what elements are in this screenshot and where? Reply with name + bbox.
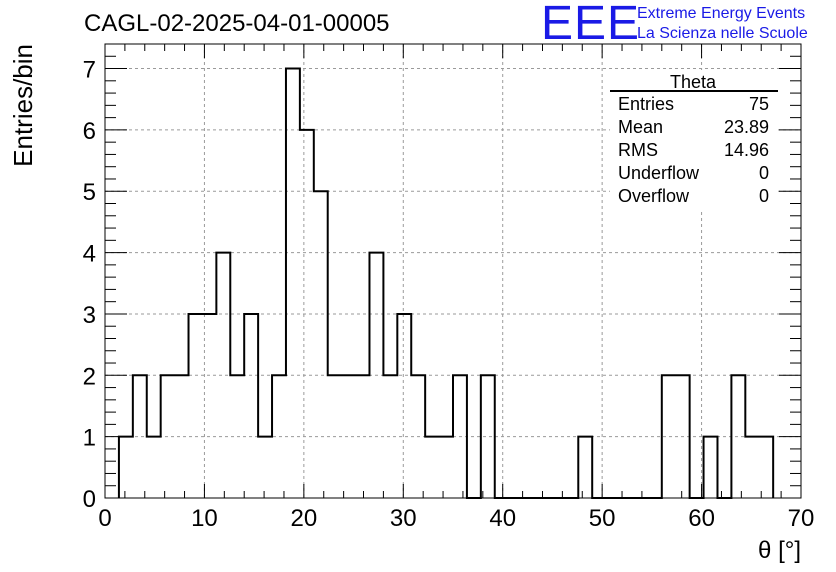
eee-logo: EEE xyxy=(541,0,641,50)
histogram-bin xyxy=(397,314,411,498)
histogram-bin xyxy=(119,437,133,498)
histogram-bin xyxy=(189,314,203,498)
stats-value: 23.89 xyxy=(724,117,769,137)
histogram-bin xyxy=(258,437,272,498)
histogram-bin xyxy=(704,437,718,498)
stats-box-bg xyxy=(610,70,778,210)
stats-title: Theta xyxy=(670,72,717,92)
y-tick-label: 7 xyxy=(83,57,96,84)
histogram-bin xyxy=(244,314,258,498)
x-axis-label: θ [°] xyxy=(758,537,801,564)
histogram-bin xyxy=(439,437,453,498)
stats-value: 0 xyxy=(759,163,769,183)
y-tick-label: 3 xyxy=(83,302,96,329)
histogram-bin xyxy=(425,437,439,498)
histogram-bin xyxy=(759,437,773,498)
x-tick-label: 30 xyxy=(390,505,417,532)
stats-label: Overflow xyxy=(618,186,690,206)
y-axis-label: Entries/bin xyxy=(8,44,38,167)
plot-frame xyxy=(104,43,802,499)
stats-value: 14.96 xyxy=(724,140,769,160)
histogram-bin xyxy=(286,69,300,498)
x-tick-label: 40 xyxy=(489,505,516,532)
axis-ticks xyxy=(104,43,802,499)
y-tick-label: 2 xyxy=(83,363,96,390)
y-tick-label: 5 xyxy=(83,179,96,206)
x-tick-label: 70 xyxy=(788,505,815,532)
y-tick-label: 6 xyxy=(83,118,96,145)
y-tick-label: 0 xyxy=(83,486,96,513)
x-tick-label: 20 xyxy=(291,505,318,532)
stats-label: Underflow xyxy=(618,163,700,183)
histogram-bin xyxy=(481,375,495,498)
stats-value: 0 xyxy=(759,186,769,206)
stats-label: Mean xyxy=(618,117,663,137)
stats-value: 75 xyxy=(749,94,769,114)
histogram-bin xyxy=(133,375,147,498)
histogram-bin xyxy=(175,375,189,498)
histogram-bin xyxy=(578,437,592,498)
histogram-outline xyxy=(117,67,775,499)
logo-line-2: La Scienza nelle Scuole xyxy=(637,25,808,42)
histogram-bin xyxy=(147,437,161,498)
x-tick-label: 0 xyxy=(98,505,111,532)
histogram-bin xyxy=(745,437,759,498)
stats-label: RMS xyxy=(618,140,658,160)
x-tick-label: 10 xyxy=(191,505,218,532)
logo-line-1: Extreme Energy Events xyxy=(637,5,806,22)
histogram-bin xyxy=(314,191,328,498)
x-tick-label: 60 xyxy=(688,505,715,532)
y-tick-label: 1 xyxy=(83,425,96,452)
y-tick-label: 4 xyxy=(83,241,96,268)
stats-label: Entries xyxy=(618,94,674,114)
histogram-bin xyxy=(216,253,230,498)
x-tick-label: 50 xyxy=(589,505,616,532)
chart-title: CAGL-02-2025-04-01-00005 xyxy=(84,10,390,37)
